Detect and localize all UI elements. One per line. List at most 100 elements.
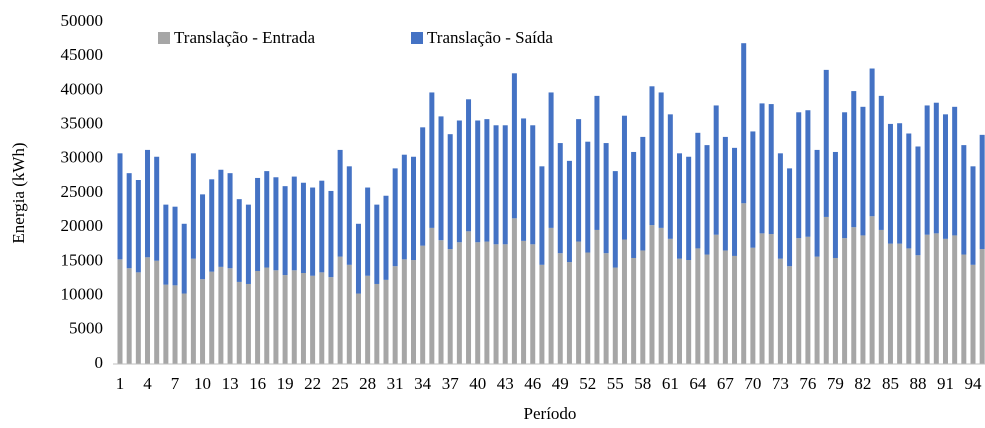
bar-segment <box>548 92 554 228</box>
bar-segment <box>961 145 967 255</box>
bar-segment <box>548 227 554 364</box>
bar-segment <box>383 195 389 280</box>
bar-segment <box>484 119 490 242</box>
bar-segment <box>887 123 893 244</box>
bar-segment <box>741 43 747 204</box>
bar-segment <box>695 248 701 364</box>
bar-segment <box>787 266 793 364</box>
bar-segment <box>695 132 701 249</box>
bar-segment <box>557 253 563 364</box>
bar-segment <box>355 293 361 364</box>
bar-segment <box>594 229 600 364</box>
bar-segment <box>291 176 297 271</box>
bar-segment <box>420 245 426 364</box>
bar-segment <box>979 134 985 250</box>
x-tick-label: 22 <box>304 374 321 393</box>
x-tick-label: 88 <box>909 374 926 393</box>
x-tick-label: 55 <box>607 374 624 393</box>
bar-segment <box>713 234 719 364</box>
bar-segment <box>493 244 499 364</box>
y-tick-label: 10000 <box>61 285 104 304</box>
bar-segment <box>126 173 132 269</box>
bar-segment <box>145 149 151 258</box>
bar-segment <box>942 114 948 239</box>
bar-segment <box>832 151 838 258</box>
bar-segment <box>851 227 857 364</box>
bar-segment <box>456 242 462 364</box>
legend-label: Translação - Entrada <box>174 28 315 47</box>
x-tick-label: 58 <box>634 374 651 393</box>
bar-segment <box>227 173 233 269</box>
bar-segment <box>942 238 948 364</box>
bar-segment <box>255 177 261 271</box>
bar-segment <box>915 255 921 364</box>
bar-segment <box>658 92 664 228</box>
bar-segment <box>355 223 361 294</box>
bar-segment <box>585 252 591 364</box>
bar-segment <box>979 249 985 364</box>
bar-segment <box>722 250 728 364</box>
bar-segment <box>227 268 233 364</box>
bar-segment <box>319 180 325 273</box>
bar-segment <box>557 143 563 254</box>
bar-segment <box>154 260 160 364</box>
x-tick-label: 4 <box>143 374 152 393</box>
bar-segment <box>392 168 398 267</box>
bar-segment <box>594 95 600 230</box>
bar-segment <box>796 238 802 364</box>
bar-segment <box>878 229 884 364</box>
bar-segment <box>906 133 912 249</box>
bar-segment <box>236 199 242 282</box>
bar-segment <box>401 154 407 260</box>
bar-segment <box>777 258 783 364</box>
bar-segment <box>842 238 848 364</box>
bar-segment <box>337 149 343 257</box>
bar-segment <box>154 156 160 261</box>
bar-segment <box>640 250 646 364</box>
bar-segment <box>200 279 206 364</box>
bar-segment <box>842 112 848 239</box>
bar-segment <box>741 203 747 364</box>
bar-segment <box>438 240 444 364</box>
y-tick-label: 15000 <box>61 250 104 269</box>
bar-segment <box>649 86 655 226</box>
bar-segment <box>502 125 508 245</box>
bar-segment <box>456 120 462 243</box>
bar-segment <box>172 206 178 286</box>
bar-segment <box>952 235 958 364</box>
bar-segment <box>530 125 536 245</box>
x-tick-label: 91 <box>937 374 954 393</box>
bar-segment <box>631 257 637 364</box>
x-tick-label: 61 <box>662 374 679 393</box>
x-axis-label: Período <box>524 404 577 423</box>
bar-segment <box>897 123 903 244</box>
x-tick-label: 25 <box>332 374 349 393</box>
bar-segment <box>218 169 224 267</box>
bar-segment <box>218 266 224 364</box>
x-tick-label: 64 <box>689 374 707 393</box>
bar-segment <box>181 223 187 294</box>
bar-segment <box>750 247 756 364</box>
bar-segment <box>300 182 306 274</box>
x-tick-label: 49 <box>552 374 569 393</box>
x-tick-label: 28 <box>359 374 376 393</box>
bar-segment <box>906 248 912 364</box>
bar-segment <box>658 227 664 364</box>
bar-segment <box>722 136 728 251</box>
y-axis-label: Energia (kWh) <box>9 142 28 243</box>
y-tick-label: 40000 <box>61 79 104 98</box>
bar-segment <box>676 153 682 259</box>
bar-segment <box>777 153 783 259</box>
bar-segment <box>163 204 169 285</box>
bar-segment <box>374 283 380 364</box>
bar-segment <box>328 190 334 278</box>
x-tick-label: 70 <box>744 374 761 393</box>
bar-segment <box>933 233 939 364</box>
bar-segment <box>300 273 306 364</box>
bar-segment <box>264 267 270 364</box>
bar-segment <box>566 262 572 364</box>
bar-segment <box>447 134 453 250</box>
bar-segment <box>264 171 270 268</box>
bar-segment <box>126 268 132 364</box>
